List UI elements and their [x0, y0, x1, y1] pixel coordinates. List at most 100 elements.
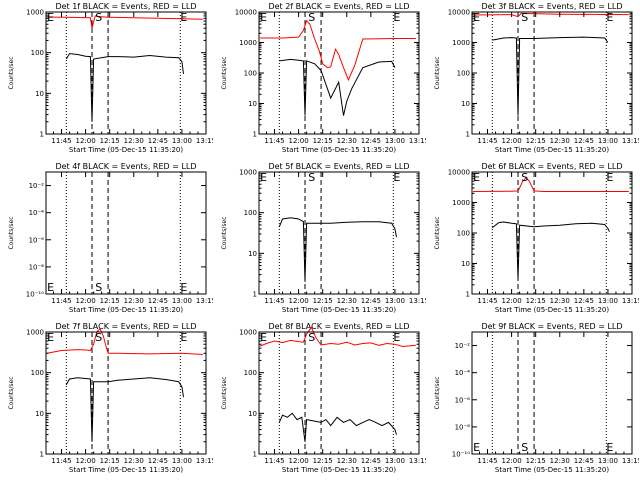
detector-chart: Det 8f BLACK = Events, RED = LLD 1 10 100 10…: [221, 322, 426, 474]
x-tick-label: 13:15: [196, 137, 213, 145]
x-tick-label: 13:15: [409, 297, 426, 305]
y-tick-label: 10000: [235, 9, 257, 17]
e-marker-label: E: [473, 11, 480, 24]
y-tick-label: 1: [253, 291, 257, 299]
y-tick-label: 10⁻⁶: [455, 396, 471, 404]
y-tick-label: 100: [457, 70, 470, 78]
y-axis-label: Counts/sec: [221, 56, 228, 89]
y-axis-label: Counts/sec: [8, 376, 15, 409]
plot-frame: [258, 11, 420, 135]
x-tick-label: 12:15: [526, 297, 546, 305]
y-tick-label: 100: [244, 369, 257, 377]
x-axis-label: Start Time (05-Dec-15 11:35:20): [495, 306, 609, 314]
x-tick-label: 13:00: [385, 297, 405, 305]
y-tick-label: 1000: [239, 169, 257, 177]
s-marker-label: S: [308, 331, 315, 344]
x-tick-label: 12:00: [76, 297, 96, 305]
y-tick-label: 10: [35, 90, 44, 98]
y-tick-label: 1: [253, 451, 257, 459]
e-marker-label: E: [47, 331, 54, 344]
plot-frame: [258, 331, 420, 455]
y-tick-label: 10: [248, 250, 257, 258]
x-tick-label: 11:45: [51, 457, 71, 465]
x-axis-label: Start Time (05-Dec-15 11:35:20): [282, 146, 396, 154]
chart-title: Det 9f BLACK = Events, RED = LLD: [481, 322, 622, 331]
y-tick-label: 1000: [452, 199, 470, 207]
y-tick-label: 100: [31, 49, 44, 57]
chart-title: Det 3f BLACK = Events, RED = LLD: [481, 2, 622, 11]
lld-series-line: [473, 176, 629, 192]
y-tick-label: 1000: [239, 329, 257, 337]
detector-chart: Det 6f BLACK = Events, RED = LLD 1 10 100 10…: [434, 162, 639, 314]
detector-panel: Det 7f BLACK = Events, RED = LLD 1 10 100 10…: [0, 320, 213, 480]
detector-chart: Det 2f BLACK = Events, RED = LLD 1 10 100 10…: [221, 2, 426, 154]
chart-title: Det 1f BLACK = Events, RED = LLD: [55, 2, 196, 11]
y-axis-label: Counts/sec: [8, 56, 15, 89]
s-marker-label: S: [521, 171, 528, 184]
y-tick-label: 1: [466, 131, 470, 139]
x-tick-label: 13:15: [196, 457, 213, 465]
x-tick-label: 11:45: [264, 137, 284, 145]
e-marker-label: E: [606, 11, 613, 24]
plot-frame: [258, 171, 420, 295]
x-tick-label: 12:15: [100, 137, 120, 145]
x-tick-label: 11:45: [264, 297, 284, 305]
chart-title: Det 5f BLACK = Events, RED = LLD: [268, 162, 409, 171]
x-tick-label: 12:30: [337, 137, 357, 145]
e-marker-label: E: [47, 281, 54, 294]
x-tick-label: 12:00: [502, 457, 522, 465]
x-tick-label: 12:15: [313, 297, 333, 305]
plot-frame: [471, 331, 633, 455]
y-tick-label: 10: [248, 100, 257, 108]
detector-panel: Det 9f BLACK = Events, RED = LLD 10⁻¹⁰ 10⁻…: [426, 320, 639, 480]
y-tick-label: 10000: [448, 169, 470, 177]
e-marker-label: E: [260, 331, 267, 344]
x-tick-label: 12:30: [550, 297, 570, 305]
x-tick-label: 12:00: [289, 297, 309, 305]
x-tick-label: 13:00: [598, 297, 618, 305]
y-tick-label: 100: [457, 230, 470, 238]
x-tick-label: 13:15: [196, 297, 213, 305]
e-marker-label: E: [260, 11, 267, 24]
x-axis-label: Start Time (05-Dec-15 11:35:20): [495, 466, 609, 474]
x-tick-label: 12:45: [361, 297, 381, 305]
x-tick-label: 11:45: [477, 137, 497, 145]
y-tick-label: 1000: [26, 329, 44, 337]
s-marker-label: S: [521, 11, 528, 24]
e-marker-label: E: [393, 171, 400, 184]
y-axis-label: Counts/sec: [434, 56, 441, 89]
x-tick-label: 12:45: [148, 137, 168, 145]
plot-frame: [471, 171, 633, 295]
events-series-line: [65, 377, 184, 442]
x-tick-label: 12:15: [100, 457, 120, 465]
x-axis-label: Start Time (05-Dec-15 11:35:20): [282, 466, 396, 474]
lld-series-line: [260, 19, 416, 82]
x-tick-label: 11:45: [477, 457, 497, 465]
x-tick-label: 12:30: [124, 297, 144, 305]
chart-title: Det 2f BLACK = Events, RED = LLD: [268, 2, 409, 11]
e-marker-label: E: [260, 171, 267, 184]
x-tick-label: 12:45: [148, 297, 168, 305]
chart-title: Det 6f BLACK = Events, RED = LLD: [481, 162, 622, 171]
y-tick-label: 10⁻⁸: [455, 423, 471, 431]
y-tick-label: 10⁻⁶: [29, 236, 45, 244]
e-marker-label: E: [606, 171, 613, 184]
x-tick-label: 12:30: [337, 457, 357, 465]
x-tick-label: 13:00: [172, 297, 192, 305]
y-axis-label: Counts/sec: [434, 376, 441, 409]
lld-series-line: [259, 326, 416, 348]
events-series-line: [278, 412, 397, 442]
s-marker-label: S: [521, 441, 528, 454]
y-tick-label: 100: [244, 70, 257, 78]
y-axis-label: Counts/sec: [8, 216, 15, 249]
e-marker-label: E: [47, 11, 54, 24]
x-tick-label: 11:45: [51, 137, 71, 145]
x-tick-label: 12:30: [124, 137, 144, 145]
x-tick-label: 11:45: [477, 297, 497, 305]
y-tick-label: 100: [244, 209, 257, 217]
detector-chart: Det 5f BLACK = Events, RED = LLD 1 10 100 10…: [221, 162, 426, 314]
y-tick-label: 10⁻⁸: [29, 263, 45, 271]
detector-chart: Det 9f BLACK = Events, RED = LLD 10⁻¹⁰ 10⁻…: [434, 322, 639, 474]
x-tick-label: 12:30: [337, 297, 357, 305]
s-marker-label: S: [308, 171, 315, 184]
